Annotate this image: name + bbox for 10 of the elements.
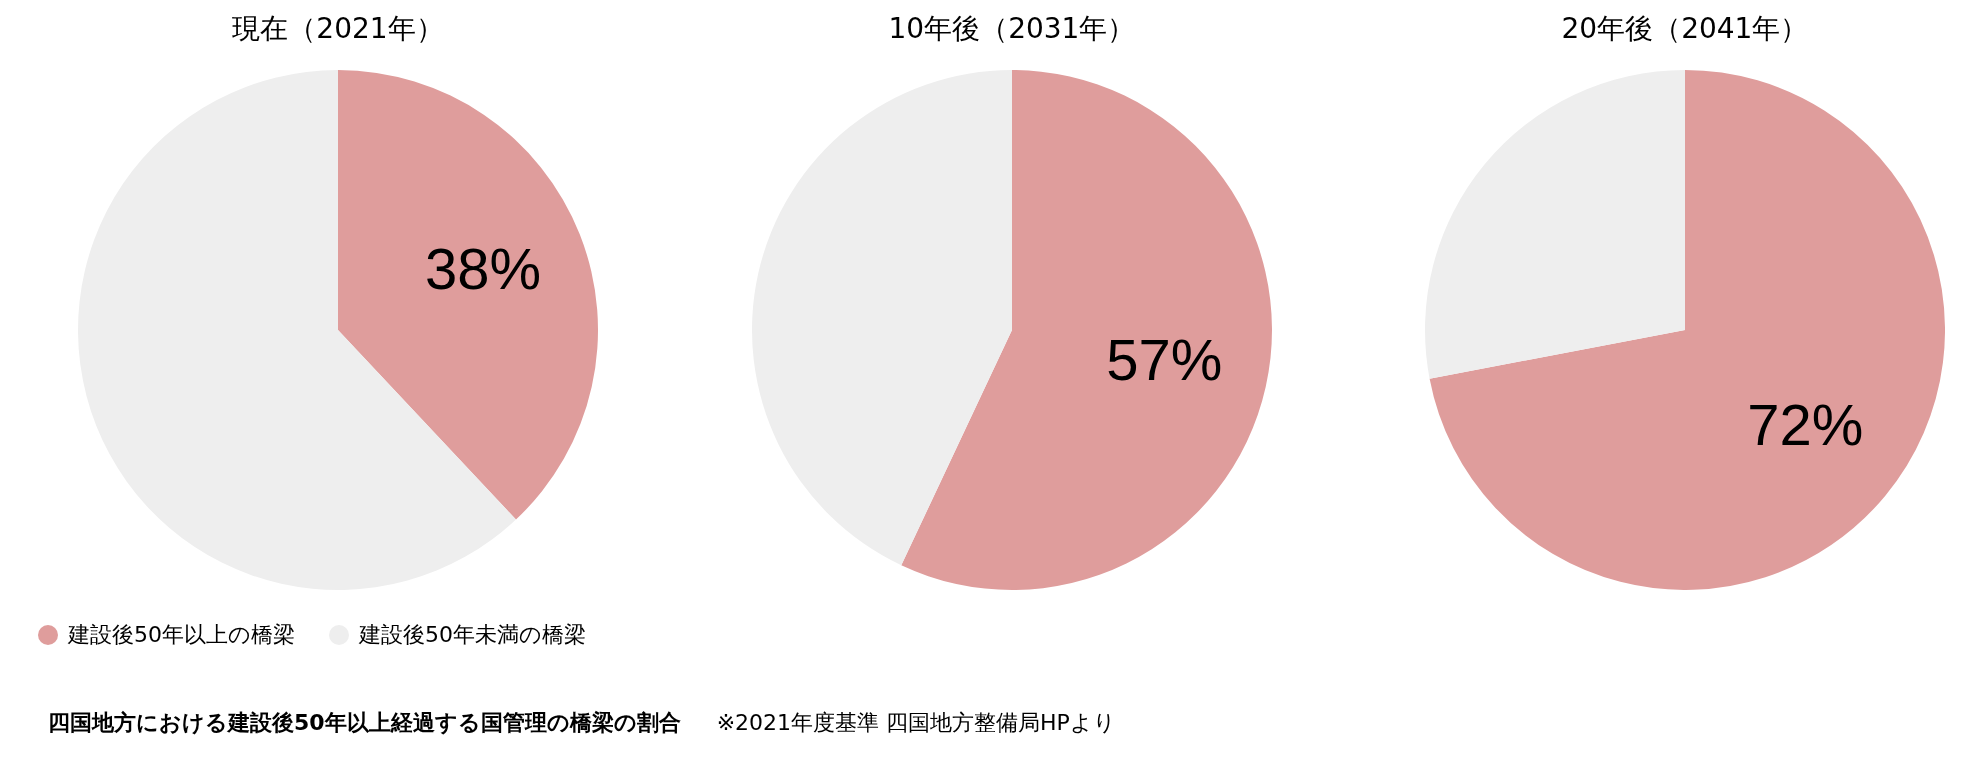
text: ※2021年度基準 四国地方整備局HPより [716,710,1116,735]
text: 四国地方における建設後50年以上経過する国管理の橋梁の割合 [48,710,681,735]
data-label: 72% [1747,392,1864,458]
legend-label: 建設後50年未満の橋梁 [359,621,586,649]
data-label: 57% [1106,327,1223,393]
legend-label: 建設後50年以上の橋梁 [68,621,295,649]
chart-title: 20年後（2041年） [1560,11,1810,47]
data-label: 38% [425,235,542,301]
chart-title: 現在（2021年） [231,11,445,47]
chart-title: 10年後（2031年） [887,11,1137,47]
